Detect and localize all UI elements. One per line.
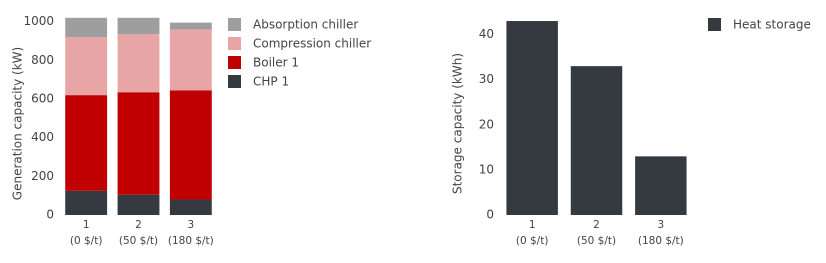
x-tick-sublabel: (180 $/t) xyxy=(638,235,684,247)
legend-swatch xyxy=(228,18,241,31)
bar xyxy=(65,17,108,38)
bar xyxy=(506,21,558,216)
legend-label: Heat storage xyxy=(733,18,811,32)
x-tick-label: 1 xyxy=(529,219,536,231)
bar xyxy=(65,190,108,215)
legend-label: Boiler 1 xyxy=(253,56,299,70)
x-tick-sublabel: (0 $/t) xyxy=(70,235,103,247)
y-tick-label: 0 xyxy=(46,208,54,222)
y-tick-label: 20 xyxy=(479,117,494,131)
bar xyxy=(570,66,623,215)
legend-swatch xyxy=(228,56,241,69)
y-tick-label: 40 xyxy=(479,27,494,41)
x-tick-sublabel: (50 $/t) xyxy=(119,235,158,247)
x-tick-sublabel: (50 $/t) xyxy=(577,235,616,247)
legend-swatch xyxy=(228,37,241,50)
legend-label: Compression chiller xyxy=(253,37,371,51)
x-tick-label: 3 xyxy=(657,219,664,231)
x-tick-label: 2 xyxy=(593,219,600,231)
x-tick-label: 3 xyxy=(187,219,194,231)
bar xyxy=(169,29,212,91)
x-tick-label: 1 xyxy=(83,219,90,231)
y-tick-label: 10 xyxy=(479,162,494,176)
y-tick-label: 30 xyxy=(479,72,494,86)
legend-swatch xyxy=(228,75,241,88)
bar xyxy=(169,199,212,215)
y-tick-label: 200 xyxy=(31,169,54,183)
y-tick-label: 600 xyxy=(31,92,54,106)
x-tick-label: 2 xyxy=(135,219,142,231)
y-tick-label: 1000 xyxy=(23,14,54,28)
x-tick-sublabel: (0 $/t) xyxy=(516,235,549,247)
bar xyxy=(117,92,160,195)
bar xyxy=(169,22,212,30)
y-tick-label: 0 xyxy=(486,208,494,222)
x-tick-sublabel: (180 $/t) xyxy=(168,235,214,247)
y-axis-label: Storage capacity (kWh) xyxy=(451,53,465,194)
legend-label: Absorption chiller xyxy=(253,18,358,32)
legend-label: CHP 1 xyxy=(253,75,289,89)
y-tick-label: 800 xyxy=(31,53,54,67)
bar xyxy=(169,90,212,200)
y-tick-label: 400 xyxy=(31,130,54,144)
bar xyxy=(117,17,160,35)
bar xyxy=(65,37,108,96)
y-axis-label: Generation capacity (kW) xyxy=(11,47,25,200)
bar xyxy=(117,34,160,93)
bar xyxy=(635,156,687,215)
bar xyxy=(65,95,108,191)
bar xyxy=(117,194,160,215)
legend-swatch xyxy=(708,18,721,31)
